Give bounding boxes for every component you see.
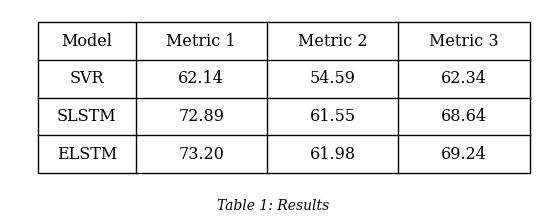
Text: 62.34: 62.34 [441,70,487,87]
Text: 61.98: 61.98 [310,146,355,163]
Text: ELSTM: ELSTM [57,146,117,163]
Text: 61.55: 61.55 [310,108,355,125]
Text: 69.24: 69.24 [441,146,487,163]
Text: Table 1: Results: Table 1: Results [217,199,329,213]
Text: SLSTM: SLSTM [57,108,117,125]
Text: 54.59: 54.59 [310,70,355,87]
Text: Metric 1: Metric 1 [167,33,236,50]
Text: 72.89: 72.89 [178,108,224,125]
Text: Metric 2: Metric 2 [298,33,367,50]
Text: 62.14: 62.14 [179,70,224,87]
Text: 73.20: 73.20 [179,146,224,163]
Text: 68.64: 68.64 [441,108,487,125]
Text: SVR: SVR [69,70,104,87]
Text: Model: Model [61,33,112,50]
Text: Metric 3: Metric 3 [429,33,498,50]
